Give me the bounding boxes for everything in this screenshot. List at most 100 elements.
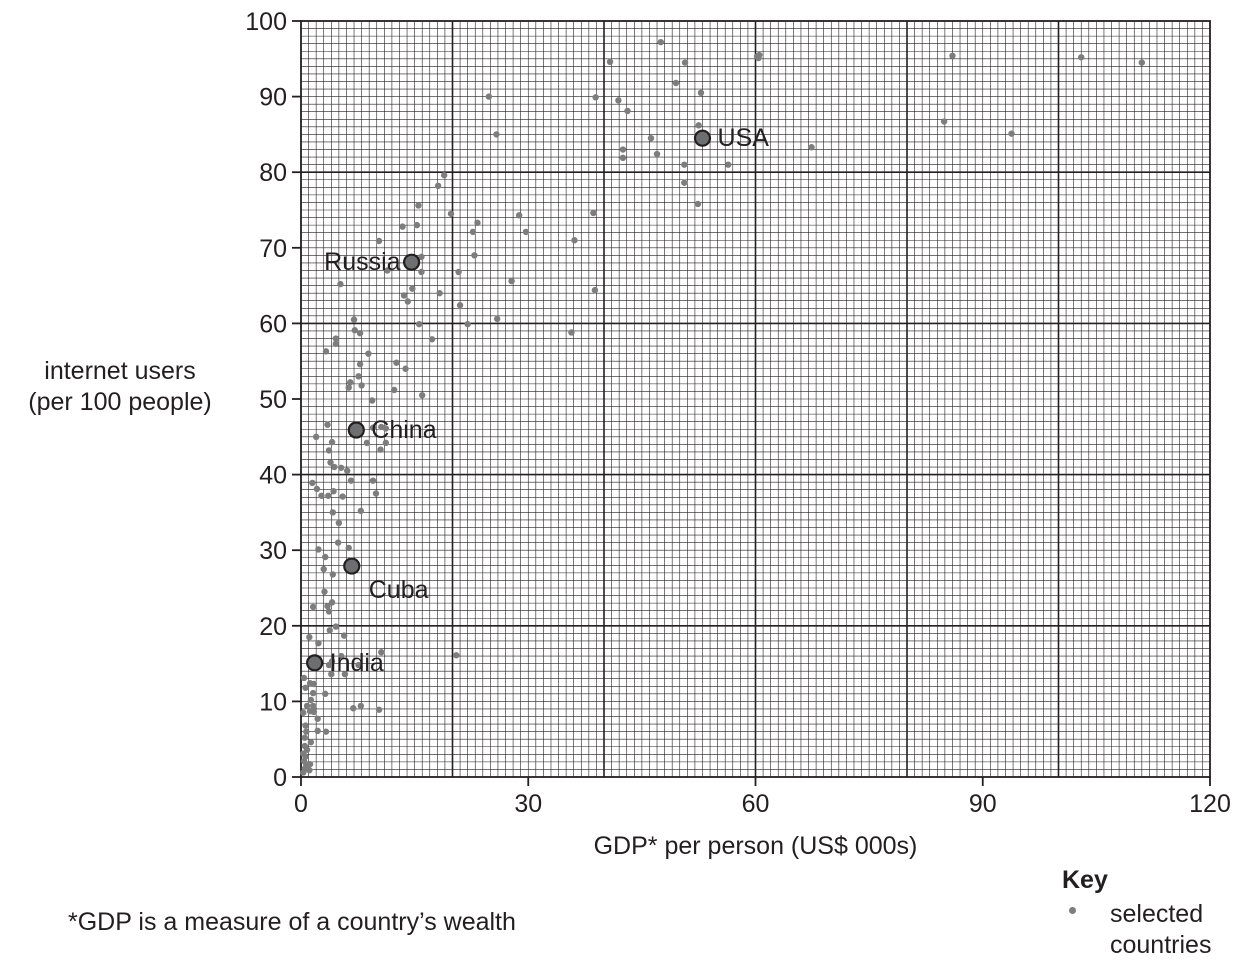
- legend-title: Key: [1062, 866, 1108, 894]
- data-point: [393, 359, 400, 366]
- data-point: [325, 661, 333, 669]
- data-point: [453, 652, 460, 659]
- data-point: [591, 286, 599, 294]
- data-point: [332, 335, 340, 342]
- data-point: [312, 433, 320, 440]
- country-label: Cuba: [369, 576, 429, 604]
- y-tick-label: 100: [245, 8, 287, 36]
- data-point: [309, 702, 317, 710]
- data-point: [590, 209, 597, 217]
- data-point: [307, 739, 315, 746]
- data-point: [315, 639, 322, 647]
- data-point: [756, 51, 763, 59]
- data-point: [474, 219, 481, 227]
- data-point: [345, 384, 352, 391]
- data-point: [469, 228, 477, 236]
- data-point: [657, 38, 665, 46]
- data-point: [310, 680, 318, 688]
- data-point: [325, 608, 333, 615]
- legend-entry-line-1: selected: [1110, 900, 1204, 928]
- gdp-footnote: *GDP is a measure of a country’s wealth: [68, 908, 516, 936]
- data-point: [402, 365, 409, 372]
- data-point: [522, 228, 530, 236]
- data-point: [300, 709, 307, 716]
- country-label: USA: [717, 124, 769, 152]
- x-tick-label: 30: [514, 790, 542, 818]
- legend-entry-selected-countries: selected countries: [1062, 899, 1232, 961]
- data-point: [301, 734, 308, 741]
- data-point: [325, 447, 333, 454]
- data-point: [456, 302, 464, 309]
- data-point: [322, 553, 329, 561]
- data-point: [325, 492, 332, 499]
- data-point: [300, 769, 307, 776]
- highlighted-point: [402, 253, 421, 271]
- data-point: [413, 221, 421, 229]
- data-point: [344, 467, 351, 475]
- data-point: [335, 519, 343, 527]
- y-tick-label: 10: [259, 688, 287, 716]
- data-point: [399, 223, 406, 230]
- data-point: [571, 237, 578, 244]
- data-point: [315, 546, 322, 553]
- data-point: [485, 93, 493, 100]
- data-point: [339, 493, 346, 500]
- legend-entry-line-2: countries: [1110, 931, 1212, 959]
- data-point: [697, 89, 705, 97]
- data-point: [415, 202, 422, 209]
- data-point: [347, 477, 355, 484]
- data-point: [515, 212, 523, 219]
- data-point: [328, 438, 336, 446]
- data-point: [309, 479, 316, 487]
- country-label: China: [371, 416, 436, 444]
- data-point: [302, 722, 309, 729]
- data-point: [447, 210, 455, 217]
- data-point: [328, 599, 336, 606]
- data-point: [672, 79, 680, 87]
- data-point: [332, 623, 340, 630]
- data-point: [356, 361, 364, 368]
- data-point: [320, 565, 327, 573]
- data-point: [302, 684, 309, 691]
- data-point: [415, 320, 423, 328]
- data-point: [330, 488, 337, 495]
- highlighted-point: [343, 557, 361, 575]
- data-point: [568, 329, 575, 336]
- data-point: [390, 386, 398, 394]
- data-point: [303, 764, 311, 772]
- data-point: [309, 689, 317, 697]
- data-point: [375, 237, 383, 245]
- y-axis-label-line-1: internet users: [44, 357, 196, 385]
- data-point: [619, 146, 627, 153]
- data-point: [357, 507, 365, 515]
- y-axis-label-line-2: (per 100 people): [28, 388, 212, 416]
- data-point: [341, 670, 349, 678]
- country-label: Russia: [324, 248, 401, 276]
- data-point: [940, 118, 948, 125]
- data-point: [471, 252, 478, 259]
- data-point: [418, 268, 425, 276]
- legend-dot-icon: [1069, 907, 1076, 914]
- data-point: [337, 280, 344, 288]
- data-point: [455, 268, 462, 276]
- data-point: [329, 509, 337, 516]
- legend: Key selected countries: [1062, 866, 1232, 961]
- y-tick-label: 0: [273, 764, 287, 792]
- data-point: [324, 602, 331, 610]
- data-point: [350, 705, 357, 712]
- data-point: [332, 340, 340, 348]
- data-point: [363, 439, 371, 447]
- data-point: [331, 463, 338, 471]
- data-point: [681, 59, 689, 66]
- data-point: [384, 267, 391, 274]
- data-point: [369, 424, 377, 431]
- y-tick-label: 50: [259, 386, 287, 414]
- x-tick-label: 120: [1189, 790, 1231, 818]
- data-point: [378, 423, 385, 431]
- data-point: [355, 373, 362, 380]
- data-point: [337, 464, 345, 471]
- data-point: [647, 134, 655, 142]
- data-point: [322, 348, 330, 355]
- highlighted-point: [306, 654, 324, 672]
- data-point: [694, 200, 702, 208]
